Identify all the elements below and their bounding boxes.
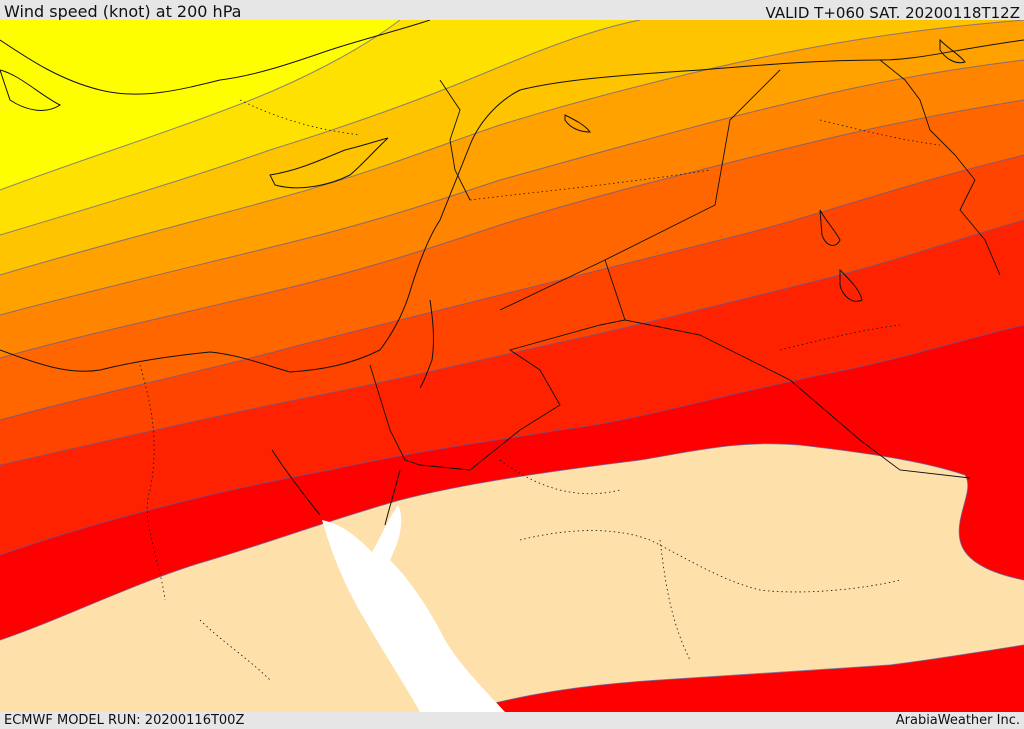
map-title: Wind speed (knot) at 200 hPa xyxy=(4,2,242,21)
low-wind-area xyxy=(0,443,1024,712)
country-borders xyxy=(369,59,1001,479)
valid-time: VALID T+060 SAT. 20200118T12Z xyxy=(765,4,1020,22)
band-1 xyxy=(0,20,400,190)
footer-bar xyxy=(0,712,1024,729)
credit: ArabiaWeather Inc. xyxy=(895,713,1020,728)
internal-boundaries xyxy=(139,99,941,681)
header-bar xyxy=(0,0,1024,20)
model-run: ECMWF MODEL RUN: 20200116T00Z xyxy=(4,713,245,728)
wind-speed-map xyxy=(0,20,1024,712)
red-sea xyxy=(322,505,505,712)
coastlines xyxy=(0,20,1024,526)
isotach-contours xyxy=(0,20,1024,556)
